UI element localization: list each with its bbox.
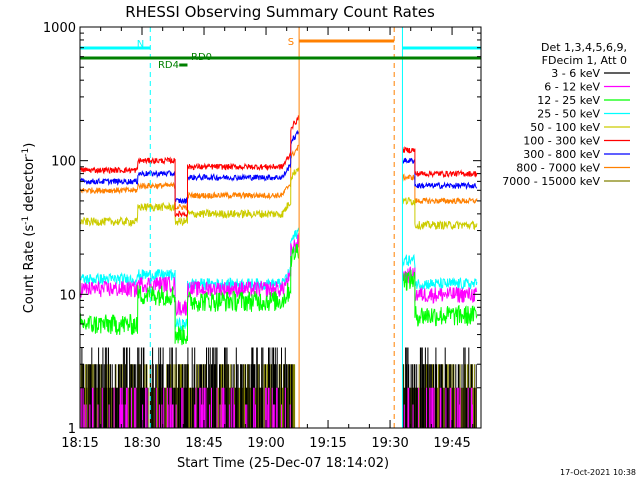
x-tick-label: 19:00 xyxy=(247,436,284,451)
x-tick-label: 19:45 xyxy=(433,436,470,451)
series-800-7000kev-line xyxy=(79,144,300,211)
legend-entry-label: 7000 - 15000 keV xyxy=(502,175,600,188)
rd0-label: RD0 xyxy=(191,52,212,63)
plot-frame xyxy=(79,26,482,429)
legend-entry-label: 100 - 300 keV xyxy=(523,135,600,148)
x-tick-label: 19:30 xyxy=(371,436,408,451)
x-tick-label: 18:45 xyxy=(185,436,222,451)
axis-layer: 18:15 18:30 18:45 19:00 19:15 19:30 19:45 1 10 10… xyxy=(43,21,481,451)
y-tick-label: 1000 xyxy=(43,21,76,36)
legend-entry-label: 50 - 100 keV xyxy=(530,121,600,134)
data-layer xyxy=(79,114,478,428)
x-tick-label: 18:30 xyxy=(123,436,160,451)
series-50-100kev-line xyxy=(79,167,300,228)
timestamp: 17-Oct-2021 10:38 xyxy=(560,468,636,477)
series-12-25kev-line xyxy=(402,269,478,327)
legend: Det 1,3,4,5,6,9,FDecim 1, Att 03 - 6 keV… xyxy=(502,41,630,188)
series-12-25kev-line xyxy=(79,244,300,346)
x-tick-label: 19:15 xyxy=(309,436,346,451)
legend-entry-label: 12 - 25 keV xyxy=(537,94,600,107)
series-50-100kev-line xyxy=(402,197,478,231)
y-axis-label: Count Rate (s-1 detector-1) xyxy=(21,143,37,314)
series-300-800kev-line xyxy=(79,129,300,204)
legend-entry-label: 25 - 50 keV xyxy=(537,108,600,121)
legend-header: Det 1,3,4,5,6,9, xyxy=(541,41,627,54)
series-100-300kev-line xyxy=(402,146,478,179)
x-axis-label: Start Time (25-Dec-07 18:14:02) xyxy=(177,456,389,471)
y-tick-label: 1 xyxy=(68,422,76,437)
legend-entry-label: 800 - 7000 keV xyxy=(516,162,600,175)
series-800-7000kev-line xyxy=(402,173,478,205)
night-label: N xyxy=(137,39,144,50)
x-tick-label: 18:15 xyxy=(61,436,98,451)
legend-entry-label: 6 - 12 keV xyxy=(544,81,600,94)
y-tick-label: 10 xyxy=(59,288,76,303)
rd4-label: RD4 xyxy=(158,60,179,71)
y-tick-label: 100 xyxy=(51,155,76,170)
series-100-300kev-line xyxy=(79,114,300,219)
legend-entry-label: 300 - 800 keV xyxy=(523,148,600,161)
saa-label: S xyxy=(288,37,294,48)
series-6-12-kev-low xyxy=(403,387,473,428)
legend-entry-label: 3 - 6 keV xyxy=(551,67,600,80)
chart-title: RHESSI Observing Summary Count Rates xyxy=(125,3,435,21)
legend-header: FDecim 1, Att 0 xyxy=(542,54,627,67)
series-6-12-kev-low xyxy=(80,387,291,428)
